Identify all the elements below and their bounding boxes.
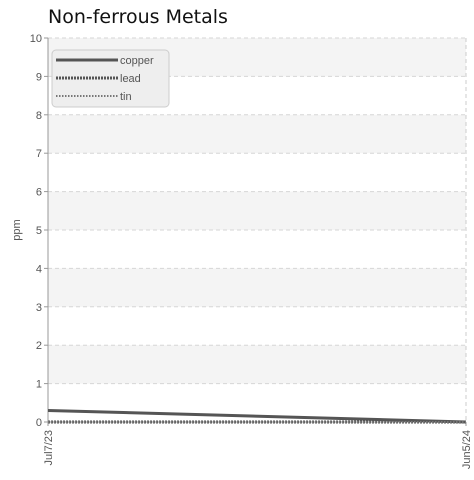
y-axis-label: ppm (11, 219, 23, 240)
legend-label-tin: tin (120, 91, 132, 103)
series-lines (47, 408, 467, 424)
plot-band (48, 345, 466, 384)
chart-title: Non-ferrous Metals (48, 6, 228, 28)
plot-bands (48, 38, 466, 384)
plot-band (48, 268, 466, 307)
y-tick-label: 9 (36, 71, 42, 83)
plot-band (48, 114, 466, 154)
plot-band (48, 191, 466, 230)
y-tick-label: 5 (36, 225, 42, 237)
legend: copper lead tin (51, 49, 170, 108)
y-tick-label: 6 (36, 187, 42, 199)
x-tick-label: Jun5/24 (461, 430, 473, 469)
y-tick-label: 1 (36, 379, 42, 391)
x-tick-label: Jul7/23 (43, 430, 55, 465)
y-tick-label: 8 (36, 110, 42, 122)
y-tick-labels: 0 1 2 3 4 5 6 7 8 9 10 (30, 33, 42, 429)
y-tick-label: 4 (36, 263, 42, 275)
y-tick-label: 0 (36, 417, 42, 429)
legend-label-copper: copper (120, 55, 154, 67)
y-tick-label: 10 (30, 33, 42, 45)
series-line-copper (47, 408, 467, 424)
y-tick-label: 3 (36, 302, 42, 314)
legend-label-lead: lead (120, 73, 141, 85)
y-tick-label: 2 (36, 340, 42, 352)
x-tick-labels: Jul7/23 Jun5/24 (43, 430, 473, 469)
y-tick-label: 7 (36, 148, 42, 160)
